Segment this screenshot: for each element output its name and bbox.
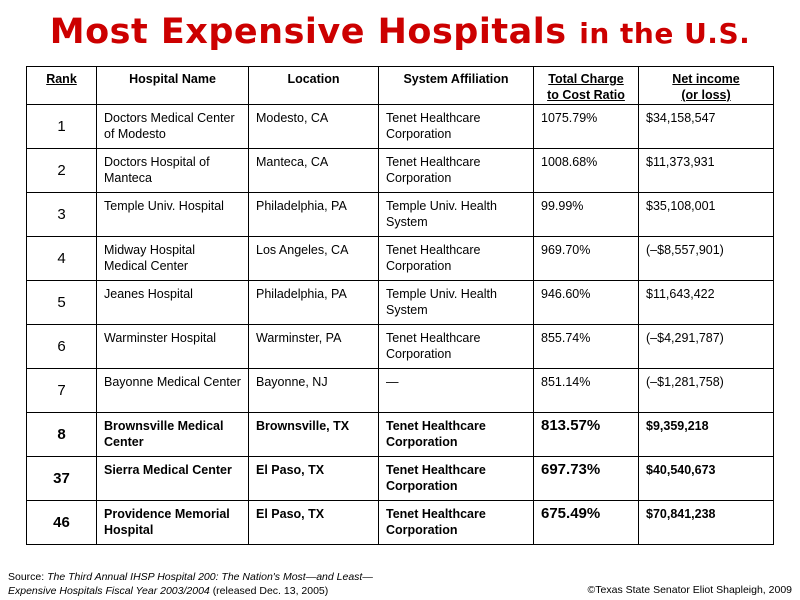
cell-rank: 6: [26, 324, 97, 369]
cell-ratio: 946.60%: [533, 280, 639, 325]
cell-location: Warminster, PA: [248, 324, 379, 369]
cell-affiliation: Temple Univ. Health System: [378, 280, 534, 325]
table-row: 3 Temple Univ. Hospital Philadelphia, PA…: [26, 192, 774, 237]
table-row: 5 Jeanes Hospital Philadelphia, PA Templ…: [26, 280, 774, 325]
copyright-notice: ©Texas State Senator Eliot Shapleigh, 20…: [587, 584, 792, 596]
table-row: 2 Doctors Hospital of Manteca Manteca, C…: [26, 148, 774, 193]
table-row: 6 Warminster Hospital Warminster, PA Ten…: [26, 324, 774, 369]
cell-affiliation: Tenet Healthcare Corporation: [378, 324, 534, 369]
header-rank: Rank: [26, 66, 97, 105]
cell-rank: 3: [26, 192, 97, 237]
page-title: Most Expensive Hospitals in the U.S.: [0, 12, 800, 52]
table-row: 7 Bayonne Medical Center Bayonne, NJ — 8…: [26, 368, 774, 413]
cell-ratio: 99.99%: [533, 192, 639, 237]
header-income-line1: Net income: [672, 72, 740, 86]
header-system-affiliation: System Affiliation: [378, 66, 534, 105]
cell-rank: 46: [26, 500, 97, 545]
source-note: (released Dec. 13, 2005): [212, 585, 329, 597]
cell-affiliation: Tenet Healthcare Corporation: [378, 236, 534, 281]
cell-ratio: 697.73%: [533, 456, 639, 501]
cell-location: Bayonne, NJ: [248, 368, 379, 413]
cell-affiliation: Tenet Healthcare Corporation: [378, 500, 534, 545]
header-ratio-line1: Total Charge: [548, 72, 624, 86]
cell-hospital-name: Sierra Medical Center: [96, 456, 249, 501]
cell-location: Manteca, CA: [248, 148, 379, 193]
title-suffix: in the U.S.: [579, 17, 751, 50]
source-title-line2: Expensive Hospitals Fiscal Year 2003/200…: [8, 585, 210, 597]
cell-location: Brownsville, TX: [248, 412, 379, 457]
cell-affiliation: Tenet Healthcare Corporation: [378, 148, 534, 193]
header-location: Location: [248, 66, 379, 105]
cell-location: Los Angeles, CA: [248, 236, 379, 281]
cell-net-income: (–$8,557,901): [638, 236, 774, 281]
cell-hospital-name: Midway Hospital Medical Center: [96, 236, 249, 281]
cell-ratio: 851.14%: [533, 368, 639, 413]
cell-hospital-name: Doctors Medical Center of Modesto: [96, 104, 249, 149]
cell-ratio: 969.70%: [533, 236, 639, 281]
cell-hospital-name: Providence Memorial Hospital: [96, 500, 249, 545]
cell-ratio: 1008.68%: [533, 148, 639, 193]
source-label: Source:: [8, 571, 45, 583]
header-hospital-name: Hospital Name: [96, 66, 249, 105]
table-row: 46 Providence Memorial Hospital El Paso,…: [26, 500, 774, 545]
cell-rank: 2: [26, 148, 97, 193]
header-income-line2: (or loss): [681, 88, 731, 102]
cell-affiliation: Tenet Healthcare Corporation: [378, 456, 534, 501]
header-ratio: Total Charge to Cost Ratio: [533, 66, 639, 105]
cell-location: Philadelphia, PA: [248, 192, 379, 237]
cell-net-income: $40,540,673: [638, 456, 774, 501]
cell-hospital-name: Jeanes Hospital: [96, 280, 249, 325]
cell-location: Philadelphia, PA: [248, 280, 379, 325]
cell-net-income: $11,643,422: [638, 280, 774, 325]
cell-hospital-name: Bayonne Medical Center: [96, 368, 249, 413]
source-citation: Source: The Third Annual IHSP Hospital 2…: [8, 570, 373, 598]
cell-rank: 5: [26, 280, 97, 325]
header-ratio-line2: to Cost Ratio: [547, 88, 625, 102]
table-row: 37 Sierra Medical Center El Paso, TX Ten…: [26, 456, 774, 501]
hospitals-table: Rank Hospital Name Location System Affil…: [26, 66, 774, 545]
cell-affiliation: Temple Univ. Health System: [378, 192, 534, 237]
cell-net-income: $34,158,547: [638, 104, 774, 149]
cell-net-income: (–$1,281,758): [638, 368, 774, 413]
cell-affiliation: Tenet Healthcare Corporation: [378, 412, 534, 457]
cell-hospital-name: Brownsville Medical Center: [96, 412, 249, 457]
table-row: 8 Brownsville Medical Center Brownsville…: [26, 412, 774, 457]
cell-location: Modesto, CA: [248, 104, 379, 149]
table-row: 4 Midway Hospital Medical Center Los Ang…: [26, 236, 774, 281]
cell-ratio: 1075.79%: [533, 104, 639, 149]
cell-net-income: $11,373,931: [638, 148, 774, 193]
cell-affiliation: —: [378, 368, 534, 413]
cell-location: El Paso, TX: [248, 456, 379, 501]
cell-ratio: 675.49%: [533, 500, 639, 545]
cell-rank: 4: [26, 236, 97, 281]
cell-rank: 1: [26, 104, 97, 149]
table-header-row: Rank Hospital Name Location System Affil…: [26, 66, 774, 105]
header-net-income: Net income (or loss): [638, 66, 774, 105]
cell-net-income: (–$4,291,787): [638, 324, 774, 369]
cell-affiliation: Tenet Healthcare Corporation: [378, 104, 534, 149]
cell-net-income: $9,359,218: [638, 412, 774, 457]
cell-hospital-name: Doctors Hospital of Manteca: [96, 148, 249, 193]
cell-ratio: 855.74%: [533, 324, 639, 369]
cell-ratio: 813.57%: [533, 412, 639, 457]
cell-rank: 7: [26, 368, 97, 413]
source-title-line1: The Third Annual IHSP Hospital 200: The …: [47, 571, 373, 583]
cell-hospital-name: Warminster Hospital: [96, 324, 249, 369]
table-row: 1 Doctors Medical Center of Modesto Mode…: [26, 104, 774, 149]
cell-location: El Paso, TX: [248, 500, 379, 545]
title-main: Most Expensive Hospitals: [49, 12, 567, 52]
cell-net-income: $70,841,238: [638, 500, 774, 545]
cell-net-income: $35,108,001: [638, 192, 774, 237]
cell-rank: 37: [26, 456, 97, 501]
cell-rank: 8: [26, 412, 97, 457]
cell-hospital-name: Temple Univ. Hospital: [96, 192, 249, 237]
